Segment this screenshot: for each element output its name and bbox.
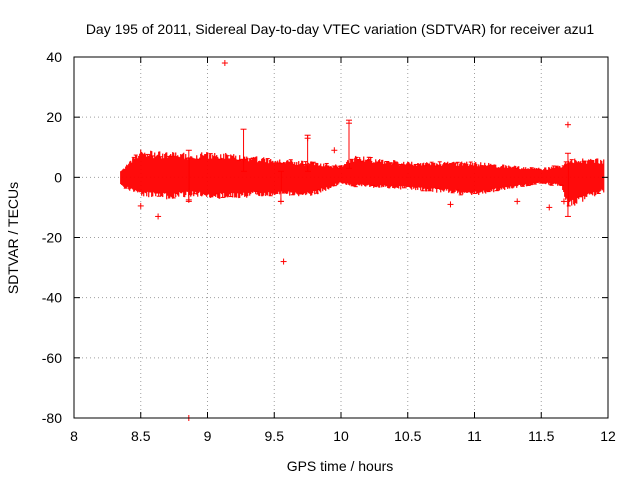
data-point (514, 198, 521, 205)
error-bar-band (120, 119, 605, 217)
chart-title: Day 195 of 2011, Sidereal Day-to-day VTE… (86, 21, 595, 37)
data-point (185, 196, 192, 203)
data-point (447, 201, 454, 208)
x-tick-label: 12 (600, 428, 616, 444)
x-tick-label: 11 (467, 428, 482, 444)
x-tick-label: 10 (333, 428, 349, 444)
grid (74, 57, 608, 418)
data-point (277, 198, 284, 205)
data-point (564, 121, 571, 128)
data-point (137, 202, 144, 209)
outlier-points (137, 60, 571, 421)
data-point (240, 156, 247, 163)
data-point (304, 135, 311, 142)
x-tick-label: 8 (70, 428, 78, 444)
data-point (155, 213, 162, 220)
data-point (560, 198, 567, 205)
y-axis-label: SDTVAR / TECUs (5, 182, 21, 294)
x-tick-label: 9 (204, 428, 212, 444)
x-tick-label: 9.5 (265, 428, 285, 444)
data-point (346, 120, 353, 127)
y-tick-label: 0 (54, 169, 62, 185)
y-tick-label: -20 (42, 230, 62, 246)
x-tick-label: 10.5 (394, 428, 421, 444)
x-tick-label: 11.5 (528, 428, 554, 444)
y-tick-label: -80 (42, 410, 62, 426)
data-point (280, 258, 287, 265)
y-tick-label: 20 (46, 109, 62, 125)
data-point (221, 60, 228, 67)
x-axis-label: GPS time / hours (287, 458, 394, 474)
y-tick-label: -60 (42, 350, 62, 366)
x-tick-label: 8.5 (131, 428, 151, 444)
axis-ticks: 8 8.5 9 9.5 10 10.5 11 11.5 12 40 20 0 -20 -40 -60 -80 (42, 49, 616, 444)
data-point (331, 147, 338, 154)
data-point (546, 204, 553, 211)
y-tick-label: 40 (46, 49, 62, 65)
y-tick-label: -40 (42, 290, 62, 306)
